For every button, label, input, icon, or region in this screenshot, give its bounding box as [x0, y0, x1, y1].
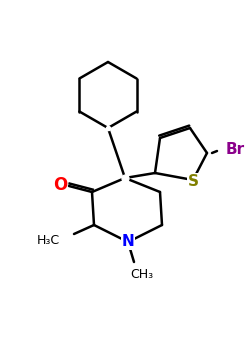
Text: H₃C: H₃C: [36, 233, 60, 246]
Text: CH₃: CH₃: [130, 267, 154, 280]
Text: Br: Br: [226, 142, 244, 158]
Text: O: O: [53, 176, 67, 194]
Text: S: S: [188, 174, 198, 189]
Text: N: N: [122, 234, 134, 250]
